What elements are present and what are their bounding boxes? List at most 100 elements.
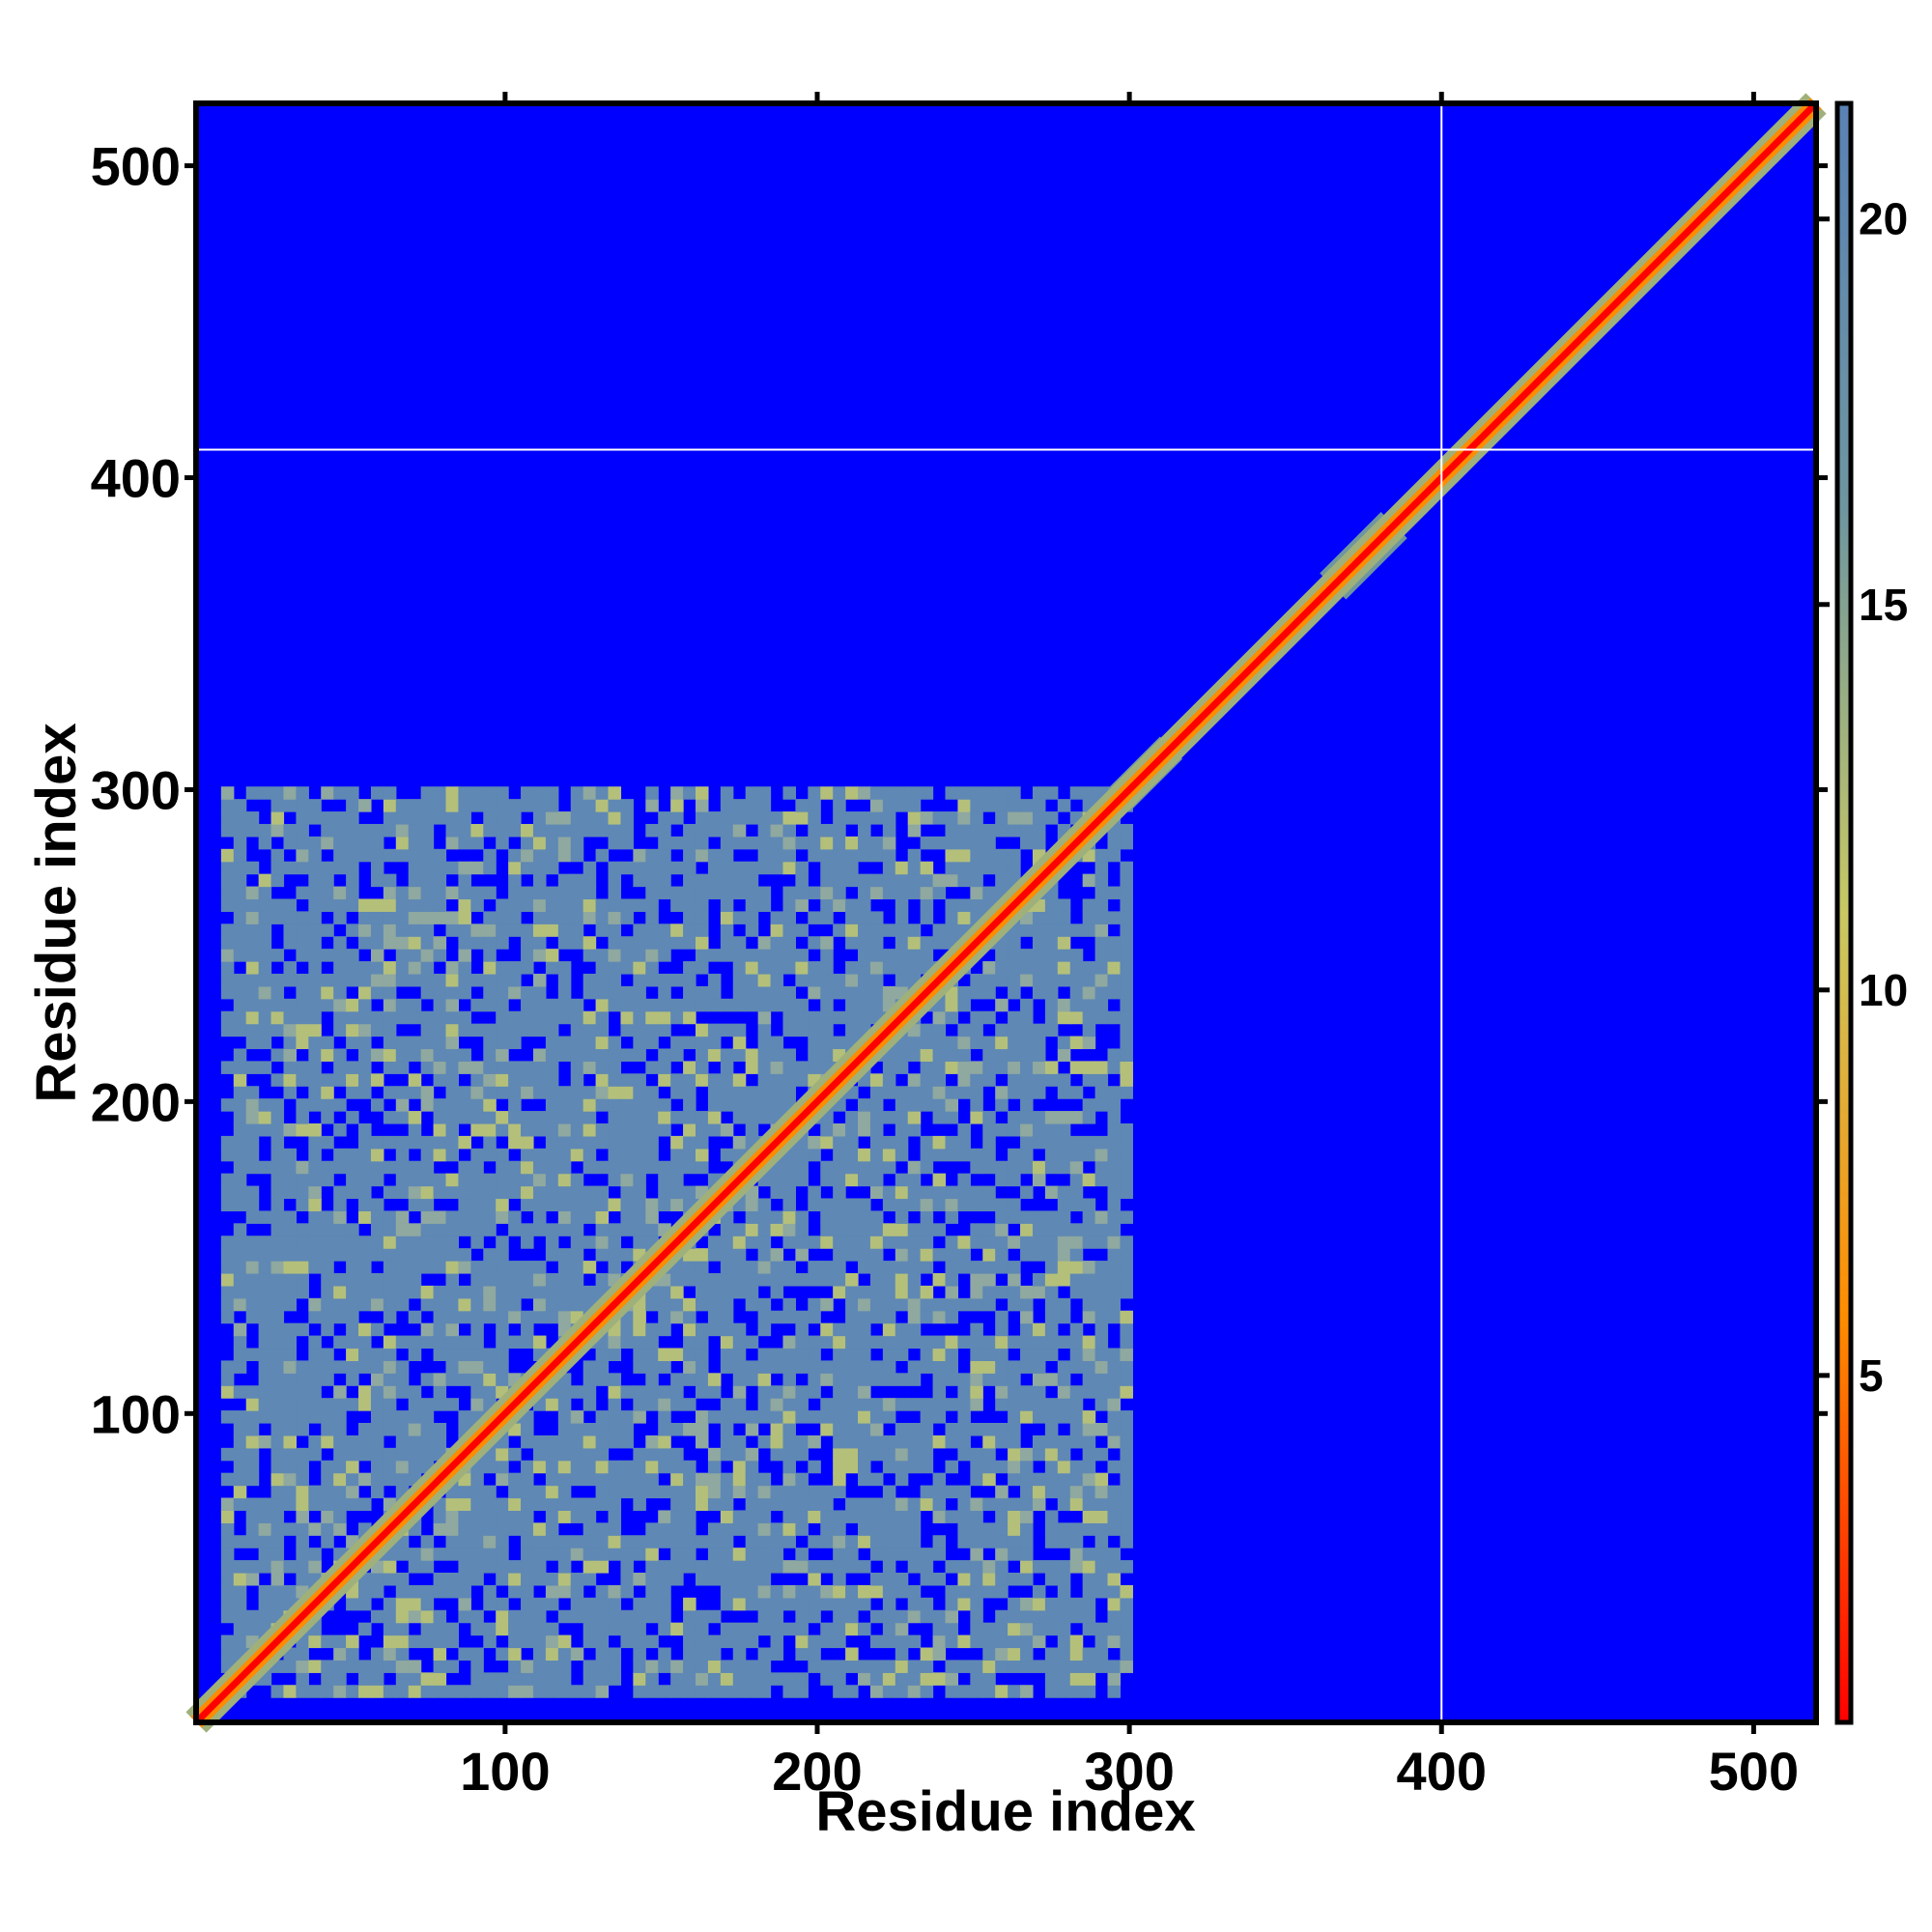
heatmap-cell xyxy=(496,1122,509,1137)
heatmap-cell xyxy=(557,886,572,900)
heatmap-cell xyxy=(258,961,272,975)
heatmap-cell xyxy=(245,1472,260,1487)
heatmap-cell xyxy=(957,1597,971,1611)
heatmap-cell xyxy=(496,1023,509,1037)
heatmap-cell xyxy=(907,886,922,900)
heatmap-cell xyxy=(1008,1535,1021,1548)
heatmap-cell xyxy=(1057,961,1071,975)
heatmap-cell xyxy=(670,1385,684,1399)
heatmap-cell xyxy=(695,1148,709,1162)
heatmap-cell xyxy=(720,1472,734,1487)
heatmap-cell xyxy=(1044,1685,1059,1698)
heatmap-cell xyxy=(620,1435,634,1449)
heatmap-cell xyxy=(620,1548,634,1561)
heatmap-cell xyxy=(982,1122,996,1137)
heatmap-cell xyxy=(882,1622,896,1636)
heatmap-cell xyxy=(970,1297,983,1312)
heatmap-cell xyxy=(895,1584,909,1599)
heatmap-cell xyxy=(358,911,372,924)
heatmap-cell xyxy=(795,1160,809,1175)
heatmap-cell xyxy=(1107,1248,1122,1262)
heatmap-cell xyxy=(333,1685,347,1698)
heatmap-cell xyxy=(521,1435,534,1449)
heatmap-cell xyxy=(683,898,696,912)
heatmap-cell xyxy=(833,973,846,987)
heatmap-cell xyxy=(258,1285,272,1299)
heatmap-cell xyxy=(1082,1672,1096,1686)
heatmap-cell xyxy=(370,1472,384,1487)
heatmap-cell xyxy=(283,923,297,937)
heatmap-cell xyxy=(582,1422,597,1436)
heatmap-cell xyxy=(220,1173,235,1187)
heatmap-cell xyxy=(321,836,334,850)
heatmap-cell xyxy=(296,1497,309,1512)
heatmap-cell xyxy=(770,1185,784,1200)
heatmap-cell xyxy=(470,1485,484,1499)
heatmap-cell xyxy=(732,1672,747,1686)
heatmap-cell xyxy=(595,1248,610,1262)
heatmap-cell xyxy=(1069,1061,1084,1074)
heatmap-cell xyxy=(658,1660,671,1673)
heatmap-cell xyxy=(508,823,522,838)
heatmap-cell xyxy=(845,1272,859,1287)
heatmap-cell xyxy=(720,886,734,900)
heatmap-cell xyxy=(346,1073,359,1087)
heatmap-cell xyxy=(433,1111,447,1124)
heatmap-cell xyxy=(1082,1010,1096,1025)
heatmap-cell xyxy=(433,1510,447,1523)
heatmap-cell xyxy=(308,1634,322,1649)
heatmap-cell xyxy=(258,1609,272,1624)
heatmap-cell xyxy=(233,1335,247,1350)
heatmap-cell xyxy=(582,1373,597,1386)
heatmap-cell xyxy=(982,1223,996,1236)
heatmap-cell xyxy=(720,1410,734,1424)
heatmap-cell xyxy=(270,1223,285,1236)
heatmap-cell xyxy=(296,1272,309,1287)
heatmap-cell xyxy=(283,1447,297,1462)
heatmap-cell xyxy=(532,1672,547,1686)
heatmap-cell xyxy=(395,1660,410,1673)
heatmap-cell xyxy=(395,1685,410,1698)
heatmap-cell xyxy=(433,1685,447,1698)
heatmap-cell xyxy=(970,1422,983,1436)
heatmap-cell xyxy=(645,911,659,924)
heatmap-cell xyxy=(220,1609,235,1624)
heatmap-cell xyxy=(346,1335,359,1350)
heatmap-cell xyxy=(1008,1510,1021,1523)
heatmap-cell xyxy=(408,873,422,888)
heatmap-cell xyxy=(970,1360,983,1374)
heatmap-cell xyxy=(1008,1272,1021,1287)
heatmap-cell xyxy=(1057,1086,1071,1099)
heatmap-cell xyxy=(420,1210,435,1224)
heatmap-cell xyxy=(346,836,359,850)
heatmap-cell xyxy=(545,1310,559,1324)
heatmap-cell xyxy=(458,1086,471,1099)
heatmap-cell xyxy=(945,1348,959,1362)
heatmap-cell xyxy=(833,1173,846,1187)
heatmap-cell xyxy=(882,1297,896,1312)
heatmap-cell xyxy=(1032,786,1046,800)
heatmap-cell xyxy=(420,936,435,950)
heatmap-cell xyxy=(795,1410,809,1424)
heatmap-cell xyxy=(782,1373,796,1386)
heatmap-cell xyxy=(1107,1173,1122,1187)
heatmap-cell xyxy=(882,1236,896,1249)
heatmap-cell xyxy=(932,1185,947,1200)
heatmap-cell xyxy=(258,873,272,888)
heatmap-cell xyxy=(521,985,534,1000)
heatmap-cell xyxy=(782,1086,796,1099)
heatmap-cell xyxy=(683,1148,696,1162)
heatmap-cell xyxy=(957,1634,971,1649)
heatmap-cell xyxy=(982,1647,996,1662)
heatmap-cell xyxy=(521,1560,534,1574)
heatmap-cell xyxy=(620,1535,634,1548)
heatmap-cell xyxy=(608,1373,622,1386)
heatmap-cell xyxy=(658,1098,671,1112)
heatmap-cell xyxy=(645,1548,659,1561)
heatmap-cell xyxy=(995,1335,1009,1350)
heatmap-cell xyxy=(957,1560,971,1574)
heatmap-cell xyxy=(845,836,859,850)
heatmap-cell xyxy=(732,1261,747,1274)
heatmap-cell xyxy=(670,1548,684,1561)
heatmap-cell xyxy=(658,1385,671,1399)
